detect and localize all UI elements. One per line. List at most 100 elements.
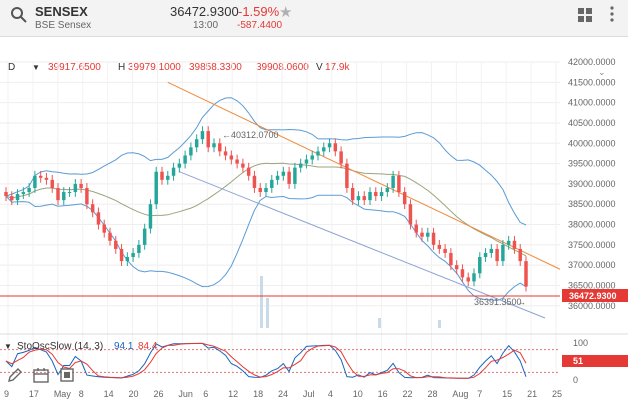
candle-body xyxy=(56,187,60,201)
svg-text:→: → xyxy=(517,297,526,307)
candle-body xyxy=(356,196,361,201)
screenshot-icon[interactable] xyxy=(58,366,76,384)
candle-body xyxy=(414,224,418,233)
collapse-icon[interactable]: ▼ xyxy=(4,342,12,351)
time-axis-label: 26 xyxy=(153,389,163,399)
candle-body xyxy=(137,244,141,253)
stochastic-panel xyxy=(0,342,560,379)
time-axis-label: 18 xyxy=(253,389,263,399)
candle-body xyxy=(472,273,476,282)
candle-body xyxy=(241,163,245,168)
price-axis-label: 37000.0000 xyxy=(568,260,616,270)
candle-body xyxy=(189,147,193,156)
price-axis-label: 42000.0000 xyxy=(568,57,616,67)
candle-body xyxy=(142,228,147,245)
favorite-star-icon[interactable]: ★ xyxy=(279,4,293,21)
price-axis-label: 40500.0000 xyxy=(568,118,616,128)
candle-body xyxy=(402,192,407,205)
candle-body xyxy=(281,171,286,176)
candle-body xyxy=(310,155,314,160)
candle-body xyxy=(431,232,436,245)
trend-lines xyxy=(167,81,561,319)
candle-body xyxy=(443,248,447,253)
candle-body xyxy=(339,151,343,164)
resistance-line xyxy=(167,81,561,270)
candle-body xyxy=(362,196,366,201)
candle-body xyxy=(206,131,210,148)
more-vertical-icon[interactable] xyxy=(610,6,614,22)
stoch-axis: 100 0 51 xyxy=(562,338,628,385)
time-axis-label: 17 xyxy=(29,389,39,399)
candle-body xyxy=(4,192,8,197)
high-annotation: ← 40312.0700 xyxy=(222,130,279,140)
interval-label[interactable]: D xyxy=(8,62,16,73)
candle-body xyxy=(50,179,54,188)
time-axis-label: 20 xyxy=(129,389,139,399)
candle-body xyxy=(379,192,384,197)
time-axis-label: Aug xyxy=(452,389,468,399)
candle-body xyxy=(10,196,14,201)
symbol-name[interactable]: SENSEX xyxy=(35,4,88,19)
candle-body xyxy=(293,167,297,184)
price-axis-label: 36000.0000 xyxy=(568,301,616,311)
volume-label: V xyxy=(316,62,323,73)
stoch-name[interactable]: StoOscSlow (14, 3) xyxy=(17,341,104,352)
price-axis-label: 36500.0000 xyxy=(568,280,616,290)
calendar-icon[interactable] xyxy=(32,366,50,384)
candle-body xyxy=(21,192,26,195)
candle-body xyxy=(73,183,78,193)
candle-body xyxy=(114,240,118,249)
time-axis-label: Jul xyxy=(303,389,315,399)
candle-body xyxy=(270,179,274,188)
candle-body xyxy=(501,244,505,262)
candle-body xyxy=(183,155,187,164)
candle-body xyxy=(304,159,309,164)
high-value: 39979.1000 xyxy=(128,62,181,73)
search-icon[interactable] xyxy=(10,6,28,24)
time-axis-label: 12 xyxy=(228,389,238,399)
price-axis-label: 37500.0000 xyxy=(568,240,616,250)
candle-body xyxy=(495,248,499,262)
svg-text:⌄: ⌄ xyxy=(598,67,606,77)
candle-body xyxy=(252,175,257,188)
price-axis-collapse-icon[interactable]: ⌄ xyxy=(598,67,606,77)
candle-body xyxy=(512,240,517,249)
low-marker-label: 36391.3500 xyxy=(474,297,522,307)
candle-body xyxy=(466,277,470,282)
candle-body xyxy=(449,252,453,266)
price-chart[interactable]: ← 40312.0700 36391.3500 → 42000.0000 4150… xyxy=(0,36,628,405)
candle-body xyxy=(287,171,291,184)
price-axis-label: 41500.0000 xyxy=(568,77,616,87)
candle-body xyxy=(235,159,239,164)
high-marker-label: 40312.0700 xyxy=(231,130,279,140)
layout-grid-icon[interactable] xyxy=(578,8,592,22)
candle-body xyxy=(171,167,176,176)
stoch-k-value: 94.1 xyxy=(114,341,134,352)
candle-body xyxy=(223,151,228,156)
candle-body xyxy=(420,232,424,237)
time-axis-label: 14 xyxy=(104,389,114,399)
pencil-icon[interactable] xyxy=(6,366,24,384)
time-axis-label: 24 xyxy=(278,389,288,399)
candle-body xyxy=(316,151,320,156)
last-price-tag-value: 36472.9300 xyxy=(569,291,617,301)
candle-body xyxy=(212,143,216,148)
candle-body xyxy=(148,204,153,229)
candle-body xyxy=(38,175,43,178)
candles xyxy=(4,126,528,292)
grid-lines xyxy=(0,61,560,376)
time-axis-label: 10 xyxy=(353,389,363,399)
price-axis-label: 38000.0000 xyxy=(568,220,616,230)
candle-body xyxy=(524,261,528,287)
candle-body xyxy=(102,224,106,233)
candle-body xyxy=(62,192,66,201)
time-axis-label: Jun xyxy=(178,389,193,399)
quote-time: 13:00 xyxy=(193,20,219,31)
candle-body xyxy=(437,244,442,249)
volume-bars xyxy=(260,276,441,328)
candle-body xyxy=(518,248,522,262)
interval-dropdown-icon[interactable]: ▼ xyxy=(32,63,40,72)
time-axis: 9 17 May 8 14 20 26 Jun 6 12 18 24 Jul 4 10 16 22 28 Aug 7 1… xyxy=(4,389,562,399)
time-axis-label: 6 xyxy=(203,389,208,399)
candle-body xyxy=(275,175,280,180)
